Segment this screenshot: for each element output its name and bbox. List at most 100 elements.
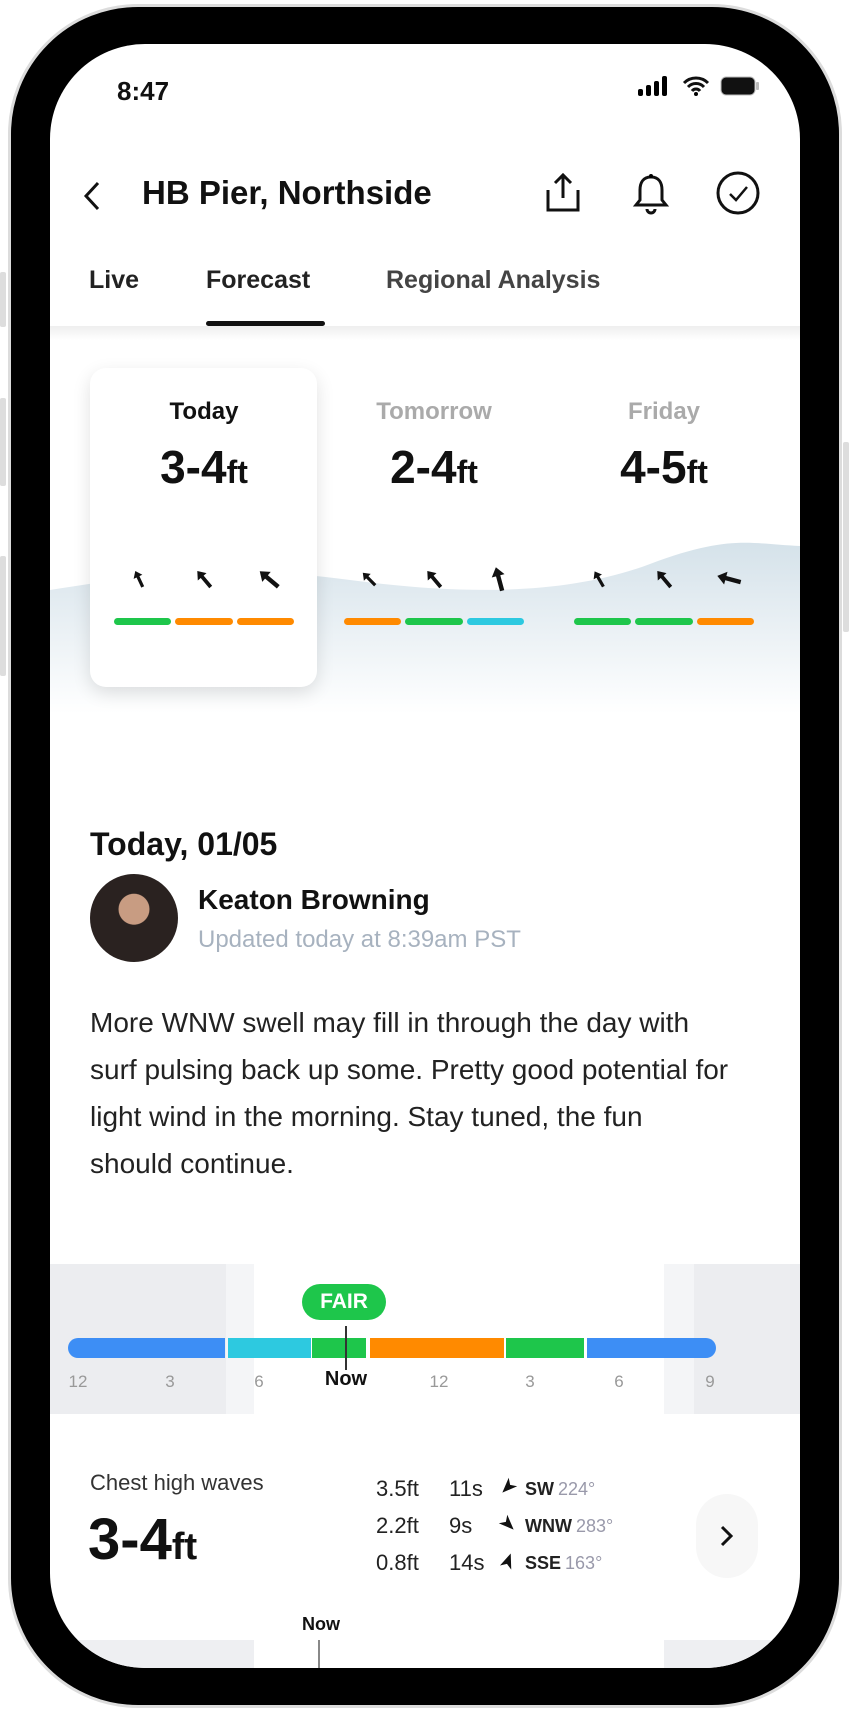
wifi-icon [682,76,710,96]
condition-segment [370,1338,504,1358]
updated-time: Updated today at 8:39am PST [198,926,521,953]
hour-tick-label: 3 [525,1372,535,1391]
day-wave-height: 4-5ft [554,440,774,494]
wind-arrow-icon [260,571,280,589]
day-card-selected[interactable] [90,368,317,687]
swell-period: 9s [449,1513,473,1538]
condition-bar [574,618,632,625]
page-title: HB Pier, Northside [142,174,432,211]
condition-bar [635,618,693,625]
day-label: Friday [627,398,701,425]
surf-description: Chest high waves [90,1470,264,1495]
chart-shade-right [664,1640,800,1668]
condition-bar [466,618,524,625]
condition-segment [506,1338,584,1358]
wind-arrow-icon [717,571,742,585]
condition-bar [236,618,294,625]
hour-tick-label: 12 [429,1372,449,1391]
surf-height-unit: ft [171,1526,198,1568]
active-tab-indicator [206,321,325,326]
back-chevron-icon[interactable] [82,180,102,212]
report-date: Today, 01/05 [90,826,278,862]
now-tick-label: Now [324,1368,368,1390]
wind-arrow-icon [593,571,605,588]
wind-arrow-icon [362,572,377,587]
status-time: 8:47 [117,76,170,106]
header-divider [50,326,800,340]
condition-segment [312,1338,366,1358]
forecast-text: More WNW swell may fill in through the d… [90,1007,729,1179]
condition-bar [405,618,463,625]
condition-bars [554,618,774,625]
wind-arrow-icon [492,567,505,592]
favorite-check-icon[interactable] [715,170,761,216]
swell-direction: SW [525,1478,554,1499]
hour-tick-label: 6 [254,1372,264,1391]
signal-icon [638,76,667,96]
day-wave-value: 4-5 [620,441,687,493]
tab-live[interactable]: Live [89,266,140,294]
swell-height: 2.2ft [376,1513,419,1538]
day-wave-value: 2-4 [390,441,457,493]
swell-period: 11s [449,1476,483,1501]
swell-direction-icon [499,1553,512,1570]
condition-bar [175,618,233,625]
wind-arrows [324,564,544,594]
day-column-friday[interactable]: Friday 4-5ft [554,398,774,625]
app-screen: 8:47 HB Pier, Northside Live Forecast Re… [50,44,800,1668]
day-wave-height: 3-4ft [94,440,314,494]
condition-bars [324,618,544,625]
chart-now-label: Now [302,1614,340,1634]
wind-arrow-icon [427,570,443,589]
day-column-today[interactable]: Today 3-4ft [94,398,314,625]
avatar [90,874,178,962]
share-icon[interactable] [544,172,582,214]
wind-arrows [554,564,774,594]
swell-degrees: 224° [558,1478,596,1499]
mute-switch [0,272,6,327]
swell-direction: WNW [525,1515,572,1536]
next-button[interactable] [696,1494,758,1578]
rating-badge: FAIR [302,1284,386,1320]
wind-arrow-icon [133,571,144,588]
swell-degrees: 283° [575,1515,614,1536]
condition-bar [344,618,402,625]
surf-height: 3-4ft [88,1506,197,1573]
wind-arrows [94,564,314,594]
condition-bars [94,618,314,625]
day-wave-height: 2-4ft [324,440,544,494]
now-marker [345,1326,347,1370]
status-icons [638,76,760,96]
day-label: Tomorrow [376,398,492,425]
day-column-tomorrow[interactable]: Tomorrow 2-4ft [324,398,544,625]
chevron-right-icon [720,1525,734,1547]
day-wave-unit: ft [226,454,248,490]
bell-icon[interactable] [630,172,672,216]
tab-regional-analysis[interactable]: Regional Analysis [386,266,601,294]
swell-period: 14s [449,1550,485,1575]
condition-segment [228,1338,311,1358]
wind-arrow-icon [657,570,673,589]
hour-tick-label: 6 [614,1372,624,1391]
hour-tick-label: 12 [68,1372,88,1391]
battery-icon [720,76,759,96]
day-wave-unit: ft [456,454,478,490]
swell-row: 2.2ft 9s WNW 283° [376,1513,613,1539]
swell-degrees: 163° [565,1552,603,1573]
swell-direction-icon [498,1514,514,1530]
tab-forecast[interactable]: Forecast [206,266,311,294]
swell-row: 0.8ft 14s SSE 163° [376,1550,602,1576]
power-button [843,442,849,632]
wind-arrow-icon [197,570,213,589]
swell-direction: SSE [525,1552,562,1573]
chart-shade-left [50,1640,254,1668]
condition-segment [587,1338,716,1358]
volume-down-button [0,556,6,676]
day-wave-unit: ft [686,454,708,490]
swell-row: 3.5ft 11s SW 224° [376,1476,595,1502]
hour-tick-label: 3 [165,1372,175,1391]
surf-height-value: 3-4 [88,1507,172,1572]
swell-height: 3.5ft [376,1476,419,1501]
volume-up-button [0,398,6,486]
condition-segment [68,1338,225,1358]
